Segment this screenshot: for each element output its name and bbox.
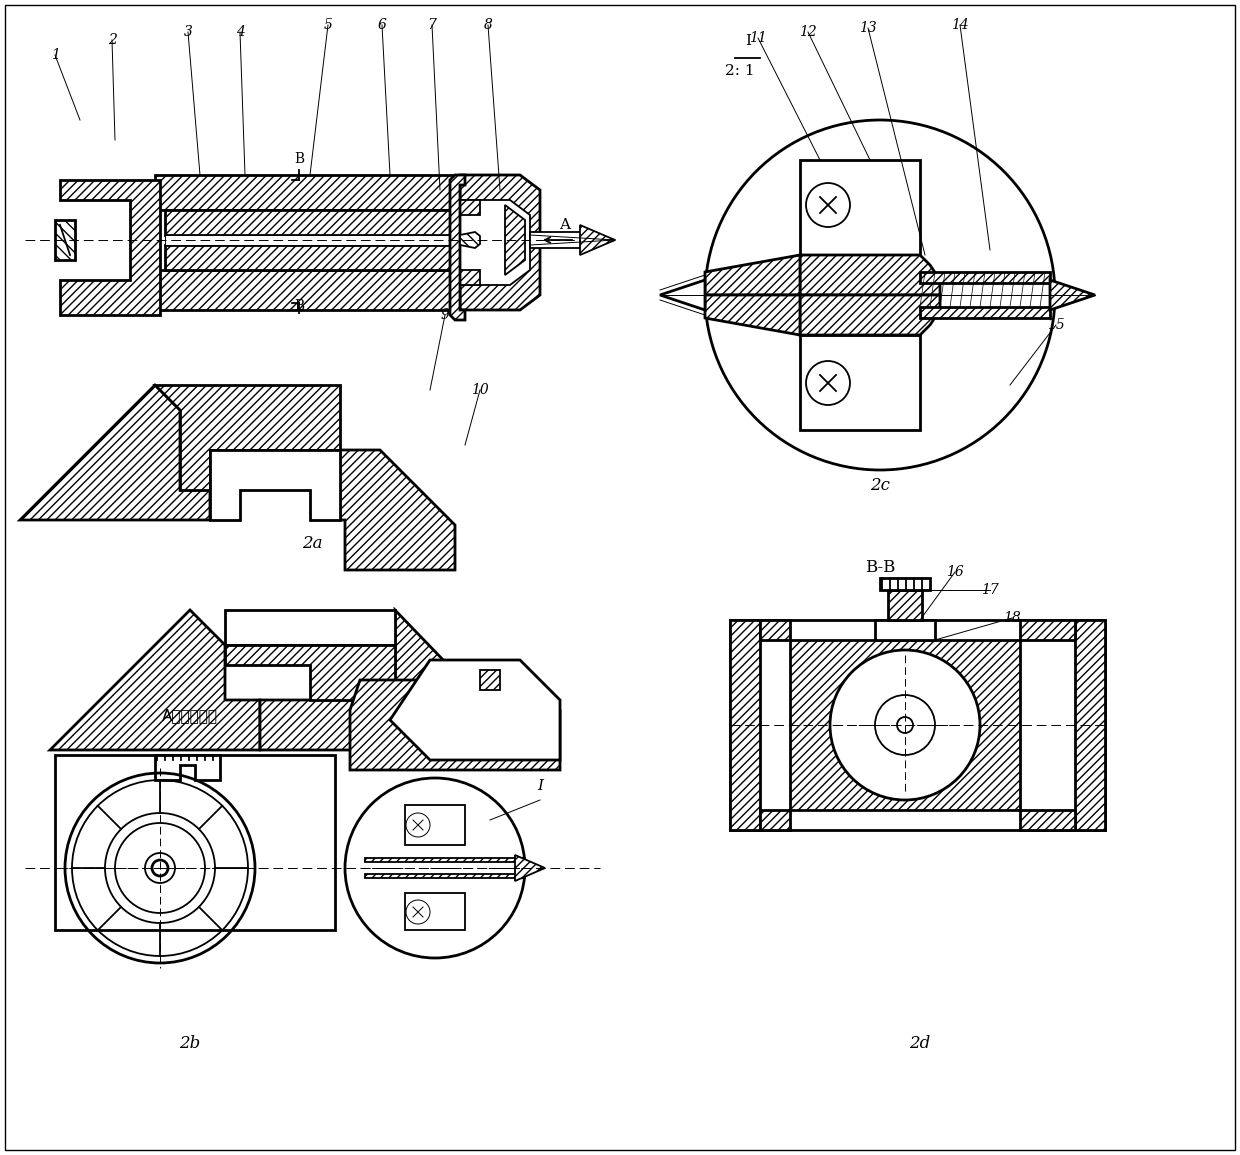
Text: B: B [294, 152, 304, 166]
Polygon shape [165, 245, 455, 270]
Text: B: B [294, 299, 304, 313]
Polygon shape [405, 805, 465, 845]
Polygon shape [391, 660, 560, 760]
Polygon shape [515, 855, 546, 881]
Polygon shape [1075, 620, 1105, 830]
Text: 10: 10 [471, 383, 489, 397]
Polygon shape [365, 858, 525, 862]
Text: 3: 3 [184, 25, 192, 39]
Text: 1: 1 [51, 49, 60, 62]
Polygon shape [800, 335, 920, 430]
Text: 2d: 2d [909, 1035, 931, 1052]
Polygon shape [155, 270, 475, 310]
Text: 4: 4 [236, 25, 244, 39]
Polygon shape [880, 578, 930, 590]
Polygon shape [350, 680, 560, 770]
Text: 2: 2 [108, 33, 117, 47]
Polygon shape [529, 232, 615, 248]
Polygon shape [800, 295, 940, 335]
Polygon shape [165, 210, 455, 234]
Polygon shape [155, 176, 475, 210]
Polygon shape [1050, 280, 1095, 310]
Text: 6: 6 [377, 18, 387, 32]
Polygon shape [224, 610, 396, 644]
Text: 9: 9 [440, 308, 449, 322]
Text: I: I [745, 33, 751, 49]
Polygon shape [760, 620, 790, 640]
Polygon shape [55, 755, 335, 930]
Polygon shape [760, 810, 790, 830]
Text: 17: 17 [981, 583, 999, 597]
Polygon shape [165, 234, 455, 245]
Polygon shape [505, 204, 525, 275]
Polygon shape [706, 255, 800, 295]
Polygon shape [260, 610, 529, 750]
Text: 2c: 2c [870, 477, 890, 494]
Text: 7: 7 [428, 18, 436, 32]
Polygon shape [920, 271, 1050, 283]
Text: 2: 1: 2: 1 [725, 64, 755, 79]
Polygon shape [155, 385, 340, 490]
Polygon shape [210, 450, 340, 520]
Text: A: A [559, 218, 570, 232]
Polygon shape [1021, 810, 1075, 830]
Polygon shape [730, 620, 760, 830]
Polygon shape [460, 270, 480, 285]
Polygon shape [405, 893, 465, 930]
Text: A向局部视图: A向局部视图 [162, 708, 218, 723]
Circle shape [897, 717, 913, 733]
Text: I: I [537, 778, 543, 793]
Polygon shape [800, 161, 920, 255]
Polygon shape [60, 180, 160, 315]
Polygon shape [1021, 620, 1075, 640]
Polygon shape [460, 176, 539, 310]
Polygon shape [224, 644, 396, 700]
Polygon shape [730, 620, 1105, 830]
Polygon shape [450, 176, 465, 320]
Polygon shape [155, 755, 219, 780]
Polygon shape [365, 874, 525, 878]
Text: 5: 5 [324, 18, 332, 32]
Polygon shape [706, 295, 800, 335]
Polygon shape [800, 255, 940, 295]
Circle shape [830, 650, 980, 800]
Polygon shape [460, 200, 529, 285]
Polygon shape [660, 280, 706, 310]
Polygon shape [790, 640, 1021, 810]
Polygon shape [460, 200, 480, 215]
Text: 18: 18 [1003, 611, 1021, 625]
Polygon shape [580, 225, 615, 255]
Text: 8: 8 [484, 18, 492, 32]
Text: 13: 13 [859, 21, 877, 35]
Text: 14: 14 [951, 18, 968, 32]
Text: 16: 16 [946, 565, 963, 579]
Text: 2a: 2a [301, 535, 322, 552]
Text: 15: 15 [1047, 318, 1065, 331]
Polygon shape [460, 232, 480, 248]
Polygon shape [55, 219, 74, 260]
Polygon shape [888, 590, 923, 620]
Polygon shape [920, 307, 1050, 318]
Text: 2b: 2b [180, 1035, 201, 1052]
Polygon shape [20, 385, 210, 520]
Polygon shape [50, 610, 260, 750]
Polygon shape [875, 620, 935, 640]
Polygon shape [340, 450, 455, 571]
Text: 12: 12 [799, 25, 817, 39]
Text: B-B: B-B [864, 559, 895, 576]
Text: 11: 11 [749, 31, 766, 45]
Polygon shape [480, 670, 500, 690]
